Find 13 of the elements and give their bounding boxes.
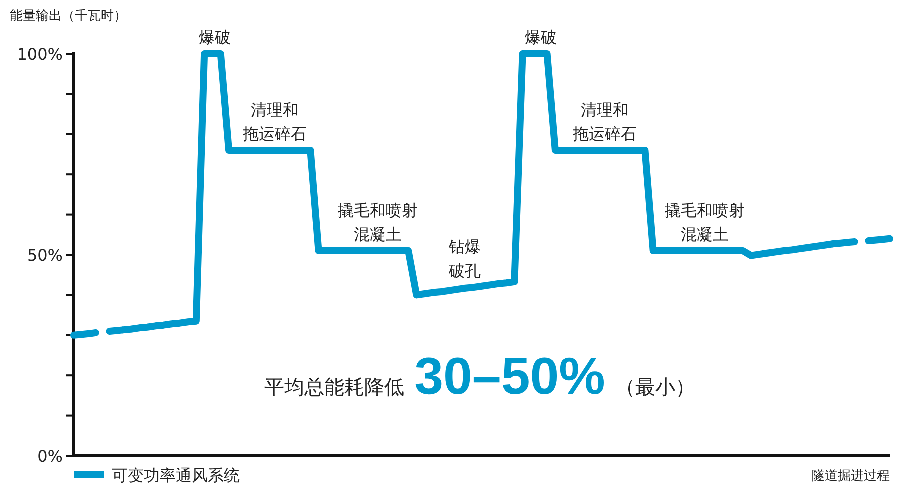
annotation: 钻爆破孔 [448,238,481,281]
legend-label: 可变功率通风系统 [112,466,240,485]
x-axis-title: 隧道掘进过程 [812,469,890,484]
annotation: 撬毛和喷射混凝土 [338,200,418,244]
y-tick-label: 0% [38,447,63,466]
annotation: 撬毛和喷射混凝土 [665,200,745,244]
y-axis-title: 能量输出（千瓦时） [10,9,127,24]
annotation: 清理和拖运碎石 [572,100,637,144]
annotation: 爆破 [199,28,231,47]
annotation: 清理和拖运碎石 [242,100,307,144]
annotation: 爆破 [525,28,557,47]
y-tick-label: 100% [17,45,63,64]
y-tick-label: 50% [27,246,63,265]
